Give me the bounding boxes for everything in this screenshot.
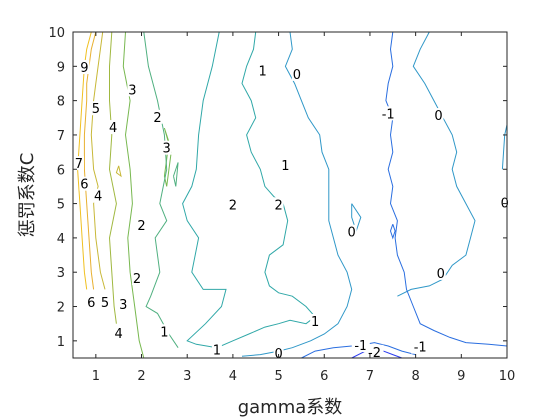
y-axis-label: 惩罚系数C	[17, 153, 38, 238]
x-tick-label: 10	[499, 369, 516, 384]
contour-label-bg	[108, 120, 119, 135]
contour-label: 0	[348, 226, 356, 241]
x-tick-label: 7	[366, 369, 374, 384]
contour-label-bg	[291, 66, 302, 81]
x-tick-label: 5	[274, 369, 282, 384]
contour-label-bg	[161, 140, 172, 155]
y-tick-label: 2	[57, 301, 65, 316]
contour-label: 1	[160, 325, 168, 340]
contour-label-bg	[346, 224, 357, 239]
contour-label-bg	[211, 342, 222, 357]
contour-label-bg	[433, 108, 444, 123]
contour-label: 1	[281, 159, 289, 174]
contour-label: 6	[80, 178, 88, 193]
contour-label: 1	[213, 343, 221, 358]
x-axis-ticks: 1 2 3 4 5 6 7 8 9 10	[92, 32, 516, 384]
contour-label: 2	[229, 198, 237, 213]
contour-line-level-5	[115, 165, 122, 178]
contour-label: 5	[92, 102, 100, 117]
contour-label: 4	[94, 190, 102, 205]
contour-label-bg	[73, 156, 84, 171]
y-tick-label: 5	[57, 198, 65, 213]
contour-label-bg	[280, 157, 291, 172]
contour-label-bg	[118, 296, 129, 311]
contour-line-level--1	[389, 224, 396, 240]
contour-label: 4	[109, 121, 117, 136]
contour-line-level-1	[182, 31, 316, 349]
contour-label-bg	[273, 197, 284, 212]
contour-label: -1	[354, 339, 367, 354]
contour-label-bg	[227, 197, 238, 212]
x-tick-label: 9	[457, 369, 465, 384]
x-axis-label: gamma系数	[238, 397, 343, 418]
y-tick-label: 6	[57, 163, 65, 178]
x-tick-label: 6	[320, 369, 328, 384]
contour-label: -1	[414, 341, 427, 356]
contour-label: 7	[75, 157, 83, 172]
contour-label: -1	[382, 107, 395, 122]
contour-label: 9	[80, 61, 88, 76]
x-tick-label: 1	[92, 369, 100, 384]
y-tick-label: 9	[57, 60, 65, 75]
x-tick-label: 2	[137, 369, 145, 384]
contour-label: 2	[133, 272, 141, 287]
contour-label: 0	[293, 68, 301, 83]
contour-label-bg	[499, 195, 510, 210]
contour-label: 6	[87, 296, 95, 311]
contour-line-level-2	[173, 162, 179, 187]
y-tick-label: 3	[57, 266, 65, 281]
contour-label: 1	[258, 64, 266, 79]
contour-label-bg	[113, 325, 124, 340]
contour-line-level-0	[241, 31, 353, 357]
contour-label: 3	[163, 142, 171, 157]
contour-label-bg	[411, 339, 430, 354]
x-tick-label: 4	[229, 369, 237, 384]
contour-label: 2	[274, 198, 282, 213]
contour-line-level-5	[90, 31, 106, 290]
contour-line-level-6	[83, 31, 97, 290]
x-tick-label: 3	[183, 369, 191, 384]
contour-label-bg	[159, 324, 170, 339]
y-tick-label: 8	[57, 95, 65, 110]
contour-label-bg	[257, 63, 268, 78]
contour-label-bg	[127, 82, 138, 97]
contour-label-bg	[99, 295, 110, 310]
contour-label: 4	[115, 327, 123, 342]
contour-label-bg	[152, 109, 163, 124]
contour-label-bg	[310, 313, 321, 328]
contour-label: 2	[153, 111, 161, 126]
contour-label-bg	[93, 188, 104, 203]
contour-label-bg	[79, 60, 90, 75]
contour-label-bg	[79, 176, 90, 191]
contour-label-bg	[86, 295, 97, 310]
contour-label: -2	[368, 346, 381, 361]
contour-line-level--1	[385, 31, 508, 347]
contour-label-bg	[90, 101, 101, 116]
y-tick-label: 10	[48, 26, 65, 41]
contour-label: 1	[311, 315, 319, 330]
contour-label: 0	[434, 109, 442, 124]
contour-label: 3	[119, 298, 127, 313]
y-tick-label: 1	[57, 335, 65, 350]
contour-label-bg	[136, 217, 147, 232]
x-tick-label: 8	[411, 369, 419, 384]
y-tick-label: 4	[57, 232, 65, 247]
contour-line-level-4	[108, 31, 117, 324]
contour-line-level-7	[77, 31, 92, 290]
contour-label-bg	[435, 265, 446, 280]
contour-label-bg	[351, 337, 370, 352]
contour-label: 3	[128, 83, 136, 98]
contour-label: 2	[137, 219, 145, 234]
y-tick-label: 7	[57, 129, 65, 144]
contour-line-level-2	[143, 31, 179, 348]
contour-label-bg	[273, 345, 284, 360]
contour-label-bg	[131, 271, 142, 286]
contour-lines	[77, 31, 508, 359]
contour-label-bg	[379, 106, 398, 121]
plot-box	[72, 31, 508, 359]
contour-label: 0	[437, 267, 445, 282]
contour-label: 5	[101, 296, 109, 311]
